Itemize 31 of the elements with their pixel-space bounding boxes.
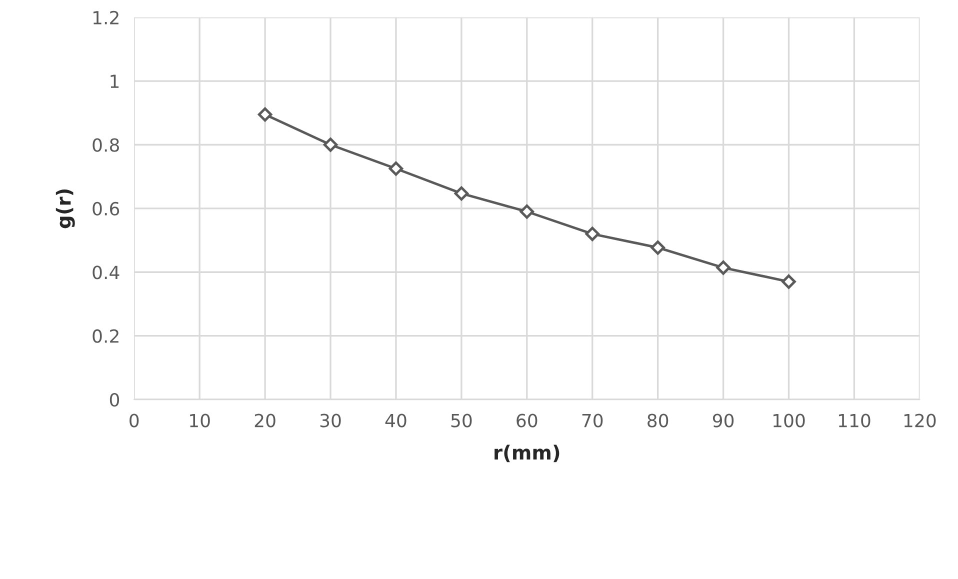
x-tick-label: 20 xyxy=(254,414,276,428)
x-tick-label: 10 xyxy=(190,414,210,428)
point xyxy=(585,226,600,242)
point xyxy=(782,274,796,289)
y-tick-label: 0.4 xyxy=(92,266,120,280)
point xyxy=(716,260,730,275)
x-tick-label: 70 xyxy=(582,414,603,428)
x-tick-label: 30 xyxy=(320,414,341,428)
x-tick-label: 60 xyxy=(516,414,538,428)
point xyxy=(454,186,469,201)
y-tick-label: 0 xyxy=(110,392,120,407)
x-tick-label: 100 xyxy=(774,414,805,428)
y-tick-label: 1 xyxy=(110,74,119,88)
x-tick-label: 0 xyxy=(130,414,139,428)
x-tick-label: 90 xyxy=(712,414,734,428)
point xyxy=(388,161,404,176)
x-tick-label: 80 xyxy=(648,414,668,428)
x-tick-label: 120 xyxy=(904,414,936,428)
point xyxy=(258,107,272,122)
y-axis-title: g(r) xyxy=(56,189,75,228)
point xyxy=(520,204,534,219)
x-axis-title: r(mm) xyxy=(494,444,560,462)
point xyxy=(323,138,338,152)
y-tick-label: 0.8 xyxy=(92,138,119,152)
x-tick-label: 110 xyxy=(838,414,870,428)
x-tick-label: 40 xyxy=(385,414,406,428)
y-tick-label: 0.2 xyxy=(92,329,118,343)
y-tick-label: 1.2 xyxy=(94,10,118,24)
point xyxy=(650,240,665,255)
x-tick-label: 50 xyxy=(451,414,472,428)
y-tick-label: 0.6 xyxy=(92,202,120,216)
